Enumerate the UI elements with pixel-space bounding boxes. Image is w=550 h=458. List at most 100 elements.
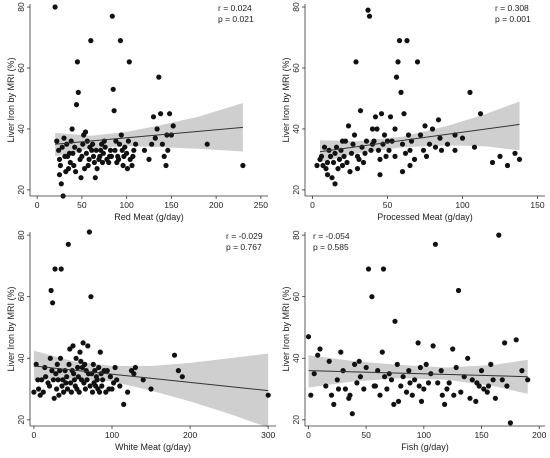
- x-tick-label: 250: [254, 200, 268, 210]
- data-point: [148, 386, 154, 392]
- data-point: [420, 147, 427, 153]
- y-tick-label: 60: [291, 63, 301, 73]
- data-point: [353, 59, 359, 65]
- chart-panel-3: 0 100 200 300 20 40 60 80 White Meat (g/day) Live…: [6, 229, 276, 452]
- data-point: [377, 172, 383, 178]
- data-point: [342, 386, 348, 392]
- data-point: [389, 138, 395, 144]
- data-point: [384, 386, 390, 392]
- data-point: [54, 138, 60, 144]
- data-point: [63, 169, 69, 175]
- data-point: [349, 411, 355, 417]
- data-point: [374, 126, 380, 132]
- data-point: [423, 361, 429, 367]
- data-point: [131, 371, 137, 377]
- data-point: [406, 368, 412, 374]
- regression-line: [33, 365, 269, 392]
- data-point: [99, 383, 105, 389]
- data-point: [102, 144, 108, 150]
- data-point: [348, 150, 355, 156]
- data-point: [473, 398, 479, 404]
- data-point: [90, 153, 97, 159]
- data-point: [125, 138, 131, 144]
- data-point: [90, 361, 96, 367]
- data-point: [167, 111, 173, 117]
- data-point: [78, 358, 84, 364]
- data-point: [75, 364, 81, 371]
- data-point: [400, 374, 406, 380]
- data-point: [109, 13, 115, 19]
- data-point: [354, 380, 360, 386]
- y-axis-label: Liver Iron by MRI (%): [6, 286, 16, 371]
- data-point: [83, 150, 89, 156]
- data-point: [175, 368, 181, 374]
- data-point: [80, 141, 86, 147]
- data-point: [122, 144, 128, 150]
- data-point: [331, 401, 337, 407]
- x-tick-label: 0: [306, 430, 311, 440]
- data-point: [478, 368, 485, 374]
- data-point: [383, 153, 389, 159]
- data-point: [429, 126, 436, 132]
- data-point: [109, 386, 115, 392]
- data-point: [516, 156, 523, 162]
- x-tick-label: 0: [32, 430, 37, 440]
- data-point: [411, 156, 418, 162]
- data-point: [133, 141, 139, 147]
- data-point: [391, 401, 397, 407]
- data-point: [352, 361, 358, 367]
- data-point: [435, 380, 441, 386]
- data-point: [54, 361, 60, 367]
- data-point: [114, 377, 120, 383]
- regression-line: [55, 126, 243, 145]
- x-tick-label: 200: [209, 200, 223, 210]
- data-point: [502, 340, 508, 346]
- data-point: [387, 114, 394, 120]
- regression-line: [308, 370, 528, 378]
- data-point: [118, 132, 124, 138]
- data-point: [156, 74, 162, 80]
- y-axis-label: Liver Iron by MRI (%): [6, 57, 16, 142]
- data-point: [79, 153, 85, 159]
- data-point: [76, 389, 82, 395]
- data-point: [70, 150, 76, 156]
- data-point: [426, 141, 433, 147]
- data-point: [344, 159, 350, 166]
- data-point: [407, 147, 413, 153]
- x-tick-label: 100: [417, 430, 431, 440]
- y-tick-label: 20: [16, 185, 26, 195]
- data-point: [357, 108, 364, 114]
- data-point: [395, 59, 401, 65]
- data-point: [458, 389, 464, 395]
- data-point: [347, 392, 353, 398]
- data-point: [140, 377, 146, 383]
- data-point: [61, 389, 67, 395]
- y-axis-label: Liver Iron by MRI (%): [281, 286, 291, 371]
- y-axis-label: Liver Iron by MRI (%): [281, 57, 291, 142]
- data-point: [459, 135, 466, 141]
- data-point: [365, 266, 372, 272]
- data-point: [106, 159, 112, 166]
- data-point: [497, 153, 503, 159]
- data-point: [375, 147, 382, 153]
- data-point: [512, 150, 518, 156]
- x-tick-label: 50: [383, 200, 393, 210]
- data-point: [362, 150, 368, 156]
- data-point: [53, 371, 59, 377]
- data-point: [356, 156, 362, 162]
- data-point: [474, 380, 480, 386]
- data-point: [323, 166, 329, 172]
- data-point: [265, 392, 271, 398]
- data-point: [179, 374, 185, 380]
- data-point: [68, 380, 74, 386]
- data-point: [395, 398, 402, 404]
- data-point: [35, 377, 41, 383]
- data-point: [438, 147, 445, 153]
- data-point: [85, 162, 91, 169]
- data-point: [333, 144, 340, 150]
- data-point: [69, 126, 75, 132]
- data-point: [47, 355, 53, 361]
- data-point: [57, 162, 64, 169]
- data-point: [507, 420, 513, 426]
- x-tick-label: 100: [120, 200, 134, 210]
